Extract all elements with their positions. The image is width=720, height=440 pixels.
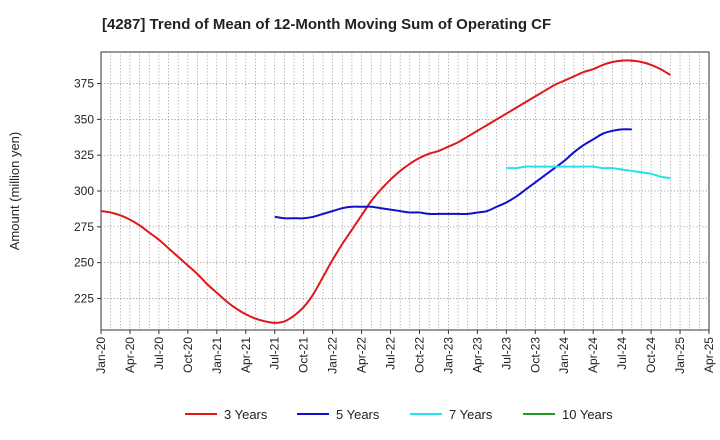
- y-tick-label: 375: [74, 77, 94, 91]
- x-tick-label: Jan-24: [557, 337, 571, 374]
- x-tick-label: Jul-21: [268, 337, 282, 370]
- x-tick-label: Jan-22: [326, 337, 340, 374]
- x-tick-label: Jan-20: [94, 337, 108, 374]
- x-tick-label: Jan-23: [441, 337, 455, 374]
- legend: 3 Years 5 Years 7 Years 10 Years: [185, 407, 613, 422]
- x-tick-label: Oct-23: [528, 337, 542, 373]
- legend-entry: 7 Years: [449, 407, 493, 422]
- y-tick-label: 300: [74, 184, 94, 198]
- x-tick-label: Jul-20: [152, 337, 166, 370]
- x-tick-label: Apr-24: [586, 337, 600, 373]
- x-tick-label: Apr-23: [470, 337, 484, 373]
- y-tick-label: 250: [74, 256, 94, 270]
- y-tick-label: 325: [74, 148, 94, 162]
- x-tick-label: Oct-24: [644, 337, 658, 373]
- x-tick-label: Apr-20: [123, 337, 137, 373]
- x-axis: Jan-20 Apr-20 Jul-20 Oct-20 Jan-21 Apr-21 Jul-…: [94, 330, 716, 374]
- series-layer: [100, 59, 671, 324]
- x-tick-label: Apr-21: [239, 337, 253, 373]
- x-tick-label: Apr-25: [702, 337, 716, 373]
- x-tick-label: Jul-23: [499, 337, 513, 370]
- y-axis-label: Amount (million yen): [7, 132, 22, 251]
- legend-entry: 10 Years: [562, 407, 613, 422]
- chart-title: [4287] Trend of Mean of 12-Month Moving …: [102, 16, 551, 33]
- y-tick-label: 225: [74, 291, 94, 305]
- x-tick-label: Oct-22: [412, 337, 426, 373]
- series-line-7-years: [506, 165, 671, 180]
- x-tick-label: Oct-20: [181, 337, 195, 373]
- y-axis: 225 250 275 300 325 350 375: [74, 77, 101, 305]
- grid: [101, 52, 709, 330]
- x-tick-label: Jan-21: [210, 337, 224, 374]
- x-tick-label: Jul-24: [615, 337, 629, 370]
- series-line-3-years: [100, 59, 671, 324]
- y-tick-label: 275: [74, 220, 94, 234]
- x-tick-label: Apr-22: [355, 337, 369, 373]
- x-tick-label: Jul-22: [384, 337, 398, 370]
- legend-entry: 5 Years: [336, 407, 380, 422]
- legend-entry: 3 Years: [224, 407, 268, 422]
- x-tick-label: Jan-25: [673, 337, 687, 374]
- series-line-5-years: [274, 128, 632, 220]
- y-tick-label: 350: [74, 112, 94, 126]
- x-tick-label: Oct-21: [297, 337, 311, 373]
